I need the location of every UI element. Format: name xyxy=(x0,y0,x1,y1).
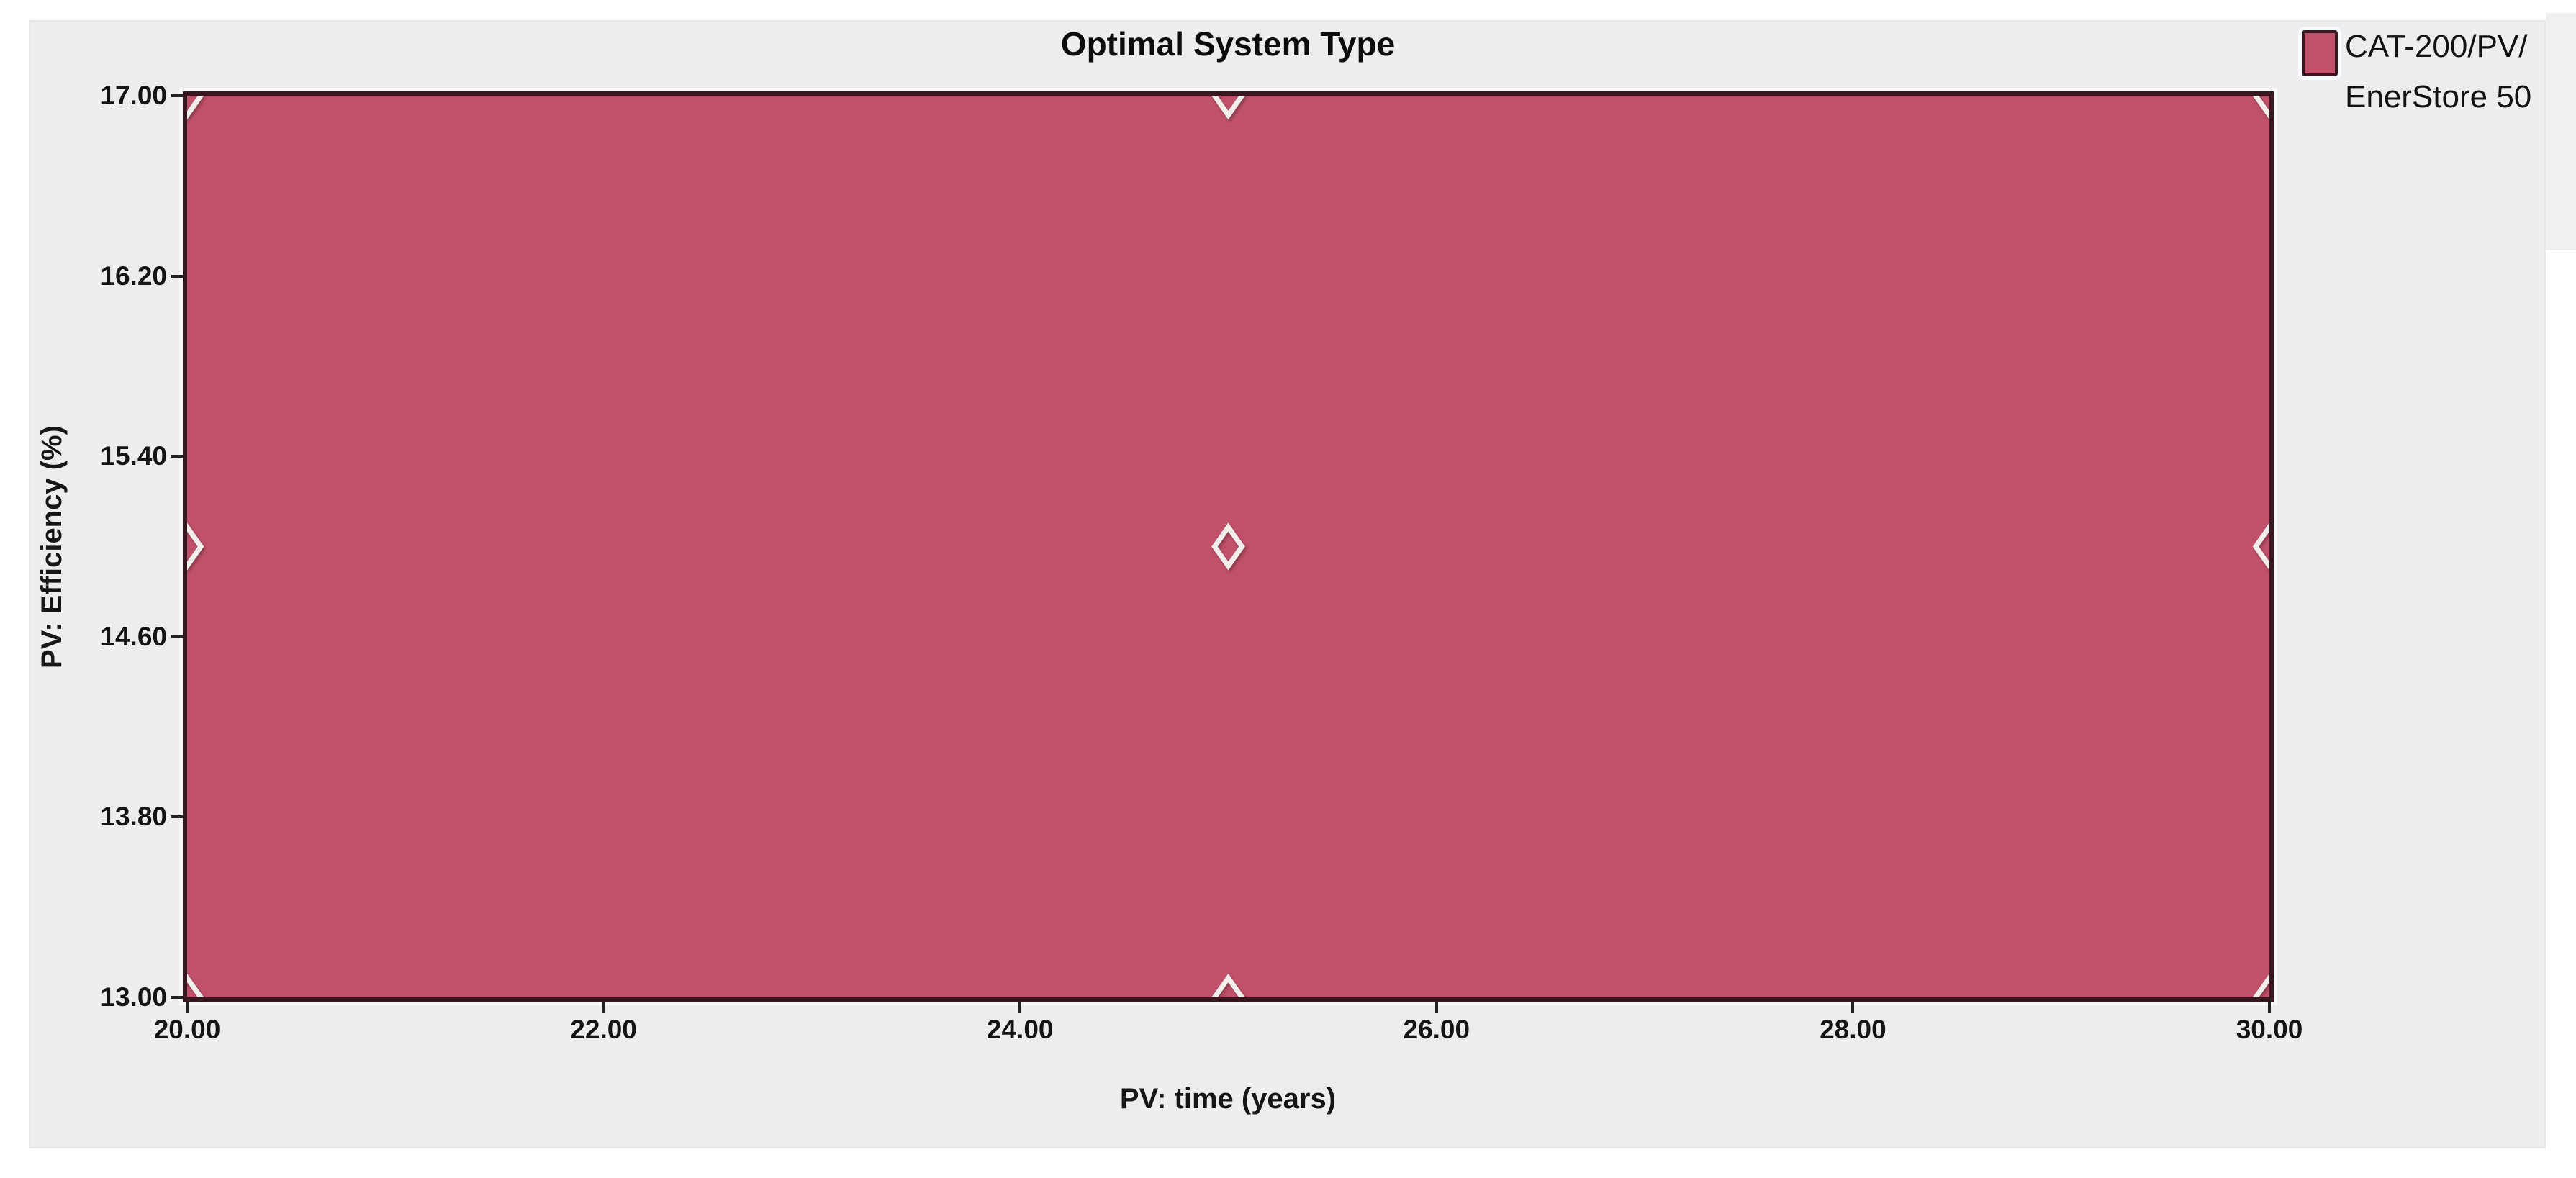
plot-area xyxy=(183,91,2274,1002)
legend-backdrop xyxy=(2546,13,2576,250)
sensitivity-point-diamond-icon xyxy=(1211,96,1245,120)
y-tickmark xyxy=(171,996,183,999)
x-tickmark xyxy=(186,1002,189,1013)
x-tick-label: 20.00 xyxy=(153,1015,221,1044)
x-tick-label: 24.00 xyxy=(986,1015,1054,1044)
x-tick-label: 22.00 xyxy=(570,1015,637,1044)
x-tick-label: 30.00 xyxy=(2236,1015,2303,1044)
x-tick-label: 28.00 xyxy=(1820,1015,1886,1044)
x-tickmark xyxy=(1018,1002,1022,1013)
sensitivity-point-diamond-icon xyxy=(2252,973,2269,997)
sensitivity-markers xyxy=(187,96,2269,997)
legend-swatch-cat-200-pv-enerstore-50 xyxy=(2302,30,2338,76)
x-tick-label: 26.00 xyxy=(1403,1015,1470,1044)
x-axis-title: PV: time (years) xyxy=(1119,1083,1337,1115)
legend-label-line-1: CAT-200/PV/ xyxy=(2345,29,2528,64)
x-tickmark xyxy=(1851,1002,1855,1013)
y-tickmark xyxy=(171,455,183,458)
y-tickmark xyxy=(171,94,183,97)
x-tickmark xyxy=(2268,1002,2271,1013)
chart-title: Optimal System Type xyxy=(1060,25,1396,63)
sensitivity-point-diamond-icon xyxy=(2252,96,2269,120)
y-axis: 13.00 13.80 14.60 15.40 16.20 17.00 xyxy=(63,81,183,1012)
sensitivity-point-diamond-icon xyxy=(187,522,204,571)
y-tick-label: 16.20 xyxy=(100,260,167,291)
x-tickmark xyxy=(1434,1002,1438,1013)
y-tickmark xyxy=(171,635,183,638)
y-tick-label: 13.00 xyxy=(100,982,167,1012)
y-tick-label: 13.80 xyxy=(100,802,167,832)
y-tick-label: 15.40 xyxy=(100,441,167,471)
x-tickmark xyxy=(602,1002,605,1013)
sensitivity-point-diamond-icon xyxy=(1211,522,1245,571)
y-tick-label: 14.60 xyxy=(100,621,167,651)
sensitivity-point-diamond-icon xyxy=(2252,522,2269,571)
sensitivity-point-diamond-icon xyxy=(1211,973,1245,997)
y-tickmark xyxy=(171,274,183,278)
legend-label: CAT-200/PV/ EnerStore 50 xyxy=(2345,22,2568,122)
legend-label-line-2: EnerStore 50 xyxy=(2345,79,2532,114)
y-tickmark xyxy=(171,815,183,819)
sensitivity-point-diamond-icon xyxy=(187,96,204,120)
x-axis: 20.00 22.00 24.00 26.00 28.00 30.00 xyxy=(154,1002,2302,1066)
y-tick-label: 17.00 xyxy=(100,81,167,110)
sensitivity-point-diamond-icon xyxy=(187,973,204,997)
